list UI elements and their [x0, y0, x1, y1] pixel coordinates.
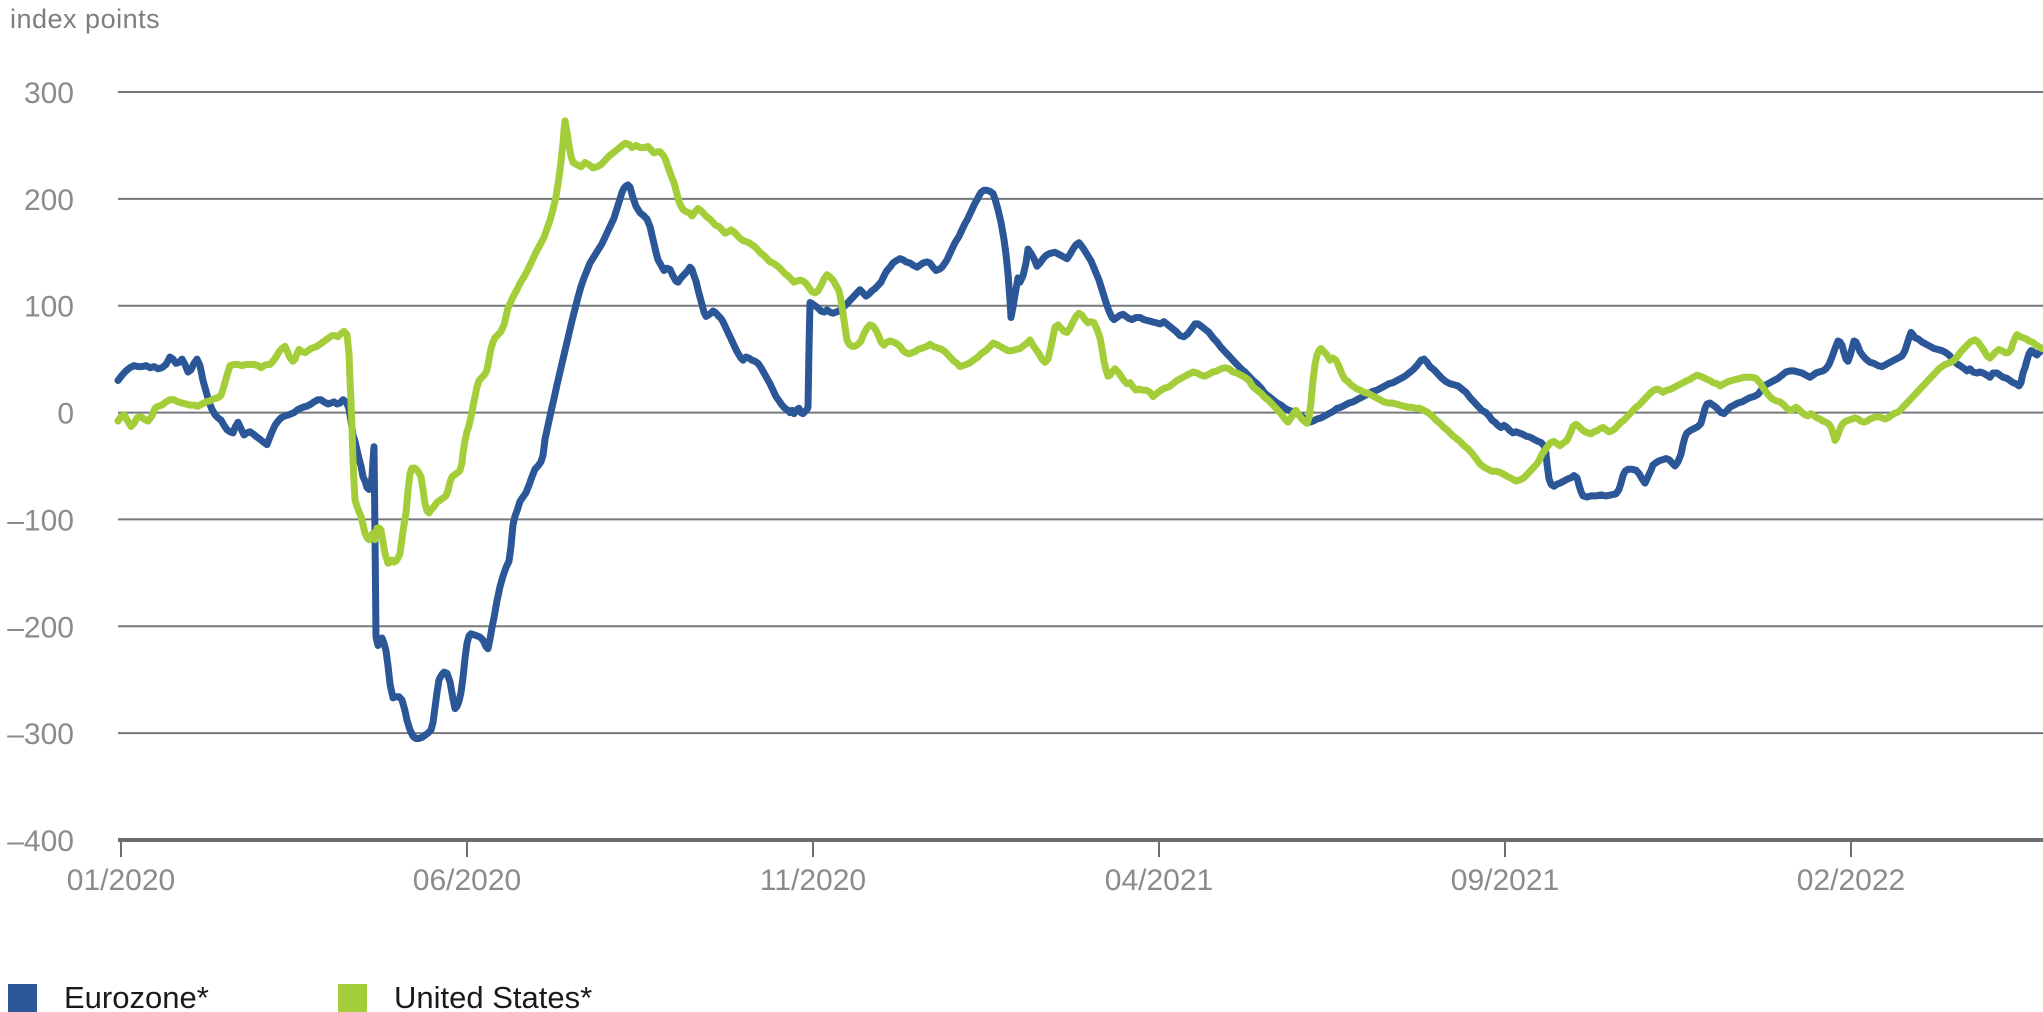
y-tick-label: –400 — [7, 825, 74, 858]
united-states-swatch-icon — [338, 983, 367, 1012]
legend-label-united-states: United States* — [394, 980, 593, 1012]
y-tick-label: –300 — [7, 718, 74, 751]
legend-label-eurozone: Eurozone* — [64, 980, 209, 1012]
x-tick-label: 02/2022 — [1797, 864, 1905, 897]
x-tick-label: 11/2020 — [760, 864, 866, 897]
series-path-eurozone- — [114, 181, 2043, 742]
y-tick-label: 100 — [24, 291, 74, 324]
y-tick-label: 0 — [57, 398, 74, 431]
legend-item-united-states: United States* — [338, 980, 592, 1012]
chart-legend: Eurozone* United States* — [8, 980, 1208, 1012]
y-axis-unit-label: index points — [10, 4, 161, 34]
x-tick-label: 09/2021 — [1451, 864, 1559, 897]
eurozone-swatch-icon — [8, 983, 37, 1012]
series-path-united-states- — [114, 117, 2043, 567]
x-tick-label: 06/2020 — [413, 864, 521, 897]
y-tick-label: –200 — [7, 611, 74, 644]
y-tick-label: 300 — [24, 77, 74, 110]
x-tick-label: 01/2020 — [67, 864, 175, 897]
x-tick-label: 04/2021 — [1105, 864, 1213, 897]
y-tick-label: –100 — [7, 504, 74, 537]
legend-item-eurozone: Eurozone* — [8, 980, 209, 1012]
y-tick-label: 200 — [24, 184, 74, 217]
